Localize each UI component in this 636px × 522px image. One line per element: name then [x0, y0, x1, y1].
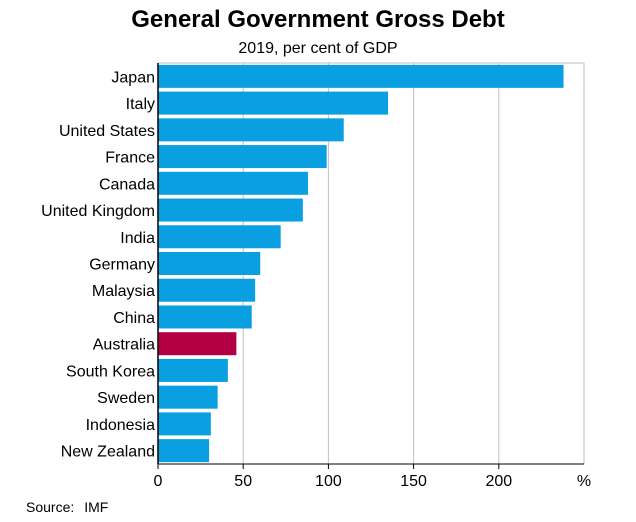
bar-new-zealand — [158, 439, 210, 463]
category-label: Australia — [93, 337, 155, 354]
chart-subtitle: 2019, per cent of GDP — [238, 40, 398, 57]
bar-italy — [158, 91, 389, 115]
category-label: United Kingdom — [41, 203, 155, 220]
bar-germany — [158, 252, 261, 275]
category-label: South Korea — [66, 363, 155, 380]
category-label: Italy — [126, 96, 155, 113]
x-unit-label: % — [577, 473, 591, 490]
bar-indonesia — [158, 412, 211, 436]
bar-france — [158, 145, 327, 169]
source-label: Source: — [26, 499, 75, 515]
category-label: United States — [59, 123, 155, 140]
category-label: Indonesia — [86, 417, 155, 434]
x-tick-label: 0 — [154, 473, 163, 490]
chart-title: General Government Gross Debt — [131, 6, 505, 33]
source-value: IMF — [84, 499, 109, 515]
x-tick-label: 50 — [234, 473, 252, 490]
bar-japan — [158, 64, 564, 88]
bar-australia — [158, 332, 237, 356]
category-label: China — [113, 310, 155, 327]
category-label: Germany — [89, 257, 155, 274]
category-label: Malaysia — [92, 283, 155, 300]
category-label: France — [105, 150, 155, 167]
bar-sweden — [158, 385, 218, 409]
bar-china — [158, 305, 252, 329]
bar-malaysia — [158, 278, 256, 302]
x-tick-label: 150 — [400, 473, 427, 490]
category-label: Japan — [111, 69, 155, 86]
category-label: New Zealand — [61, 444, 155, 461]
category-label: Canada — [99, 176, 155, 193]
source-note: Source: IMF — [26, 499, 108, 515]
x-tick-label: 200 — [485, 473, 512, 490]
bar-south-korea — [158, 358, 228, 382]
x-tick-label: 100 — [315, 473, 342, 490]
bar-india — [158, 225, 281, 249]
category-label: Sweden — [97, 390, 155, 407]
category-label: India — [120, 230, 155, 247]
bar-united-states — [158, 118, 344, 142]
bar-canada — [158, 171, 308, 195]
bar-united-kingdom — [158, 198, 303, 222]
